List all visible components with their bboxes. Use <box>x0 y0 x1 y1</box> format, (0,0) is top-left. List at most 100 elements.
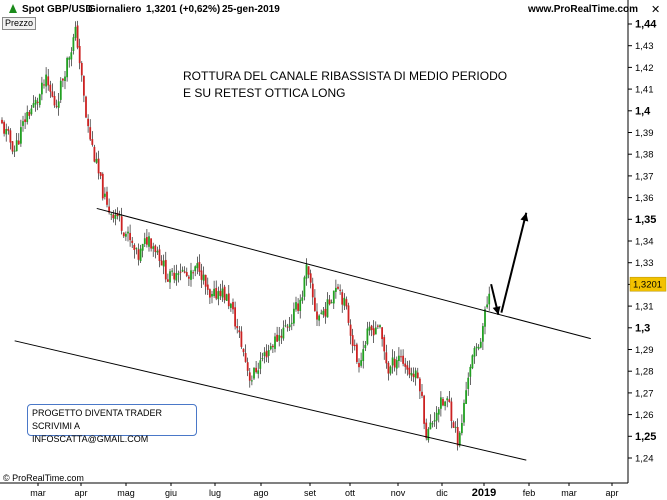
candle <box>381 327 383 347</box>
x-tick-label: ott <box>345 488 356 498</box>
candle <box>290 314 293 331</box>
candle <box>456 418 459 451</box>
candle <box>419 377 421 399</box>
candle <box>93 144 96 163</box>
candle <box>118 210 121 222</box>
candle <box>5 123 8 142</box>
candle <box>448 391 451 403</box>
candle <box>393 351 396 372</box>
y-tick-label: 1,37 <box>635 171 654 182</box>
candle <box>116 207 119 220</box>
candle <box>9 128 12 150</box>
candle <box>280 329 283 344</box>
candle <box>408 360 411 379</box>
candle <box>26 105 29 125</box>
channel-lines <box>14 207 591 461</box>
candle <box>303 275 306 301</box>
copyright: © ProRealTime.com <box>3 473 84 483</box>
x-tick-label: ago <box>253 488 268 498</box>
candle <box>416 367 419 379</box>
header-close-icon[interactable]: ✕ <box>651 4 661 16</box>
candle <box>358 358 360 373</box>
candle <box>45 67 47 94</box>
candle <box>125 231 127 241</box>
candle <box>158 244 161 268</box>
candle <box>133 243 136 259</box>
candle <box>122 232 125 239</box>
candle <box>299 294 302 319</box>
candle <box>167 273 169 282</box>
candle <box>135 247 138 255</box>
candle <box>372 320 375 344</box>
candle <box>183 266 186 274</box>
candle <box>3 120 5 137</box>
channel-upper-line[interactable] <box>96 207 591 340</box>
channel-lower-line[interactable] <box>14 340 527 461</box>
candle <box>314 289 316 312</box>
candle <box>284 319 287 328</box>
y-axis: 1,44 1,43 1,42 1,41 1,4 1,39 1,38 1,37 1,36 1,35 1… <box>627 0 667 500</box>
candle <box>160 255 163 266</box>
candle <box>59 77 62 104</box>
header-site[interactable]: www.ProRealTime.com <box>528 4 639 15</box>
info-line-2: SCRIVIMI A INFOSCATTA@GMAIL.COM <box>32 421 149 444</box>
candle <box>379 324 381 329</box>
candle <box>461 414 463 436</box>
candle <box>34 96 37 112</box>
candle <box>330 299 333 304</box>
candle <box>95 152 98 164</box>
candle <box>198 254 201 276</box>
candle <box>152 242 155 257</box>
candle <box>217 286 220 306</box>
y-tick-label: 1,38 <box>635 150 654 161</box>
y-tick-label: 1,24 <box>635 454 654 465</box>
candle <box>467 372 470 396</box>
candle <box>127 226 129 242</box>
candle <box>87 114 89 133</box>
candle <box>240 326 243 349</box>
arrow-2[interactable] <box>500 212 529 313</box>
candle <box>309 269 312 289</box>
info-box: PROGETTO DIVENTA TRADER SCRIVIMI A INFOS… <box>27 404 197 444</box>
candle <box>221 280 224 302</box>
candle <box>272 344 274 353</box>
candle <box>192 269 194 280</box>
candle <box>232 298 234 314</box>
candle <box>1 117 3 125</box>
candle <box>463 399 465 426</box>
candle <box>383 334 386 360</box>
candle <box>410 367 413 382</box>
candle <box>185 267 188 278</box>
y-tick-label: 1,43 <box>635 41 654 52</box>
candle <box>475 343 478 357</box>
candle <box>146 228 148 248</box>
candle <box>274 332 276 353</box>
candle <box>66 56 68 82</box>
x-tick-label: mag <box>117 488 135 498</box>
candle <box>412 367 415 383</box>
candle <box>437 406 440 423</box>
candle <box>263 347 266 364</box>
candle <box>360 352 362 368</box>
candle <box>72 33 75 55</box>
arrow-1[interactable] <box>490 283 501 316</box>
panel-label[interactable]: Prezzo <box>2 17 36 30</box>
candle <box>175 264 178 286</box>
candle <box>141 243 144 258</box>
candle <box>427 427 430 443</box>
x-tick-label: apr <box>74 488 87 498</box>
annotation-line-1: ROTTURA DEL CANALE RIBASSISTA DI MEDIO P… <box>183 69 508 83</box>
candle <box>452 420 455 428</box>
candle <box>293 302 295 327</box>
candle <box>190 262 192 287</box>
candle <box>395 356 398 376</box>
x-axis: mar apr mag giu lug ago set ott nov dic 2019 feb mar… <box>0 482 628 499</box>
y-tick-label: 1,3 <box>635 322 650 334</box>
y-tick-label: 1,26 <box>635 410 654 421</box>
candle <box>200 263 203 288</box>
header-quote: 1,3201 (+0,62%) <box>146 4 221 15</box>
candle <box>211 290 213 304</box>
candle <box>332 290 335 310</box>
